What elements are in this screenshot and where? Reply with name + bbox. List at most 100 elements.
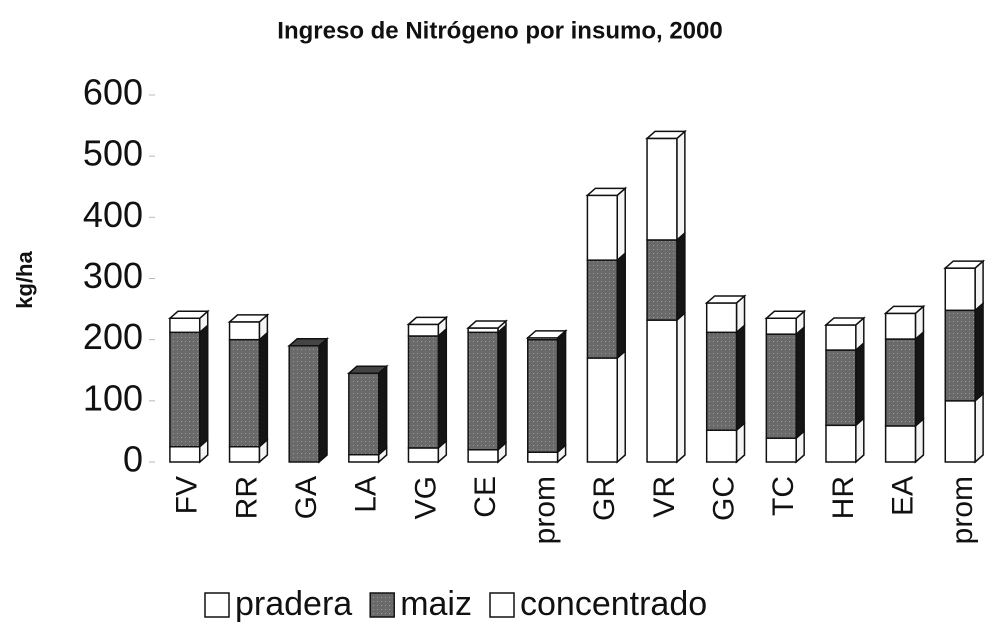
legend-label: pradera bbox=[235, 585, 352, 623]
bar-segment bbox=[705, 331, 738, 431]
bar-segment bbox=[228, 445, 261, 463]
legend-swatch bbox=[204, 592, 230, 618]
x-tick-label: VR bbox=[648, 476, 681, 518]
y-tick-label: 300 bbox=[83, 255, 143, 296]
bar-top bbox=[645, 130, 687, 140]
bar-side bbox=[855, 341, 865, 427]
bar-side bbox=[437, 327, 448, 450]
bar-segment bbox=[467, 449, 499, 463]
bar-segment bbox=[527, 451, 559, 463]
y-tick-label: 0 bbox=[123, 439, 143, 480]
bar-top bbox=[764, 310, 807, 320]
bar-segment bbox=[169, 331, 201, 448]
y-axis-label: kg/ha bbox=[12, 251, 37, 309]
bar-side bbox=[198, 323, 209, 449]
bar-segment bbox=[169, 445, 201, 463]
bar-segment bbox=[586, 357, 618, 463]
chart-title: Ingreso de Nitrógeno por insumo, 2000 bbox=[277, 17, 722, 44]
x-tick-label: GA bbox=[290, 476, 323, 519]
x-tick-label: EA bbox=[886, 476, 919, 516]
bar-segment bbox=[765, 317, 797, 335]
bar-side bbox=[616, 186, 626, 262]
bar-segment bbox=[467, 331, 499, 451]
x-tick-label: GR bbox=[588, 476, 621, 521]
bar-top bbox=[287, 338, 330, 347]
bar-top bbox=[167, 310, 210, 320]
bar-segment bbox=[825, 324, 857, 351]
bar-segment bbox=[944, 309, 976, 402]
y-tick-label: 200 bbox=[83, 316, 143, 357]
x-tick-label: GC bbox=[708, 476, 741, 521]
bar-segment bbox=[646, 137, 678, 241]
x-tick-label: FV bbox=[171, 476, 204, 514]
bar-segment bbox=[348, 453, 380, 463]
x-tick-label: VG bbox=[409, 476, 442, 519]
bar-segment bbox=[228, 321, 261, 341]
bar-side bbox=[258, 331, 269, 449]
bar-side bbox=[974, 301, 984, 403]
bar-segment bbox=[884, 338, 917, 427]
bar-segment bbox=[825, 424, 857, 463]
bar-top bbox=[704, 295, 747, 304]
legend-label: maiz bbox=[400, 585, 472, 623]
bar-segment bbox=[288, 345, 320, 463]
bar-side bbox=[974, 259, 984, 312]
bar-side bbox=[676, 311, 686, 464]
x-tick-label: RR bbox=[230, 476, 263, 519]
bar-side bbox=[497, 323, 507, 452]
bar-top bbox=[525, 330, 568, 339]
bar-segment bbox=[646, 239, 678, 321]
bar-side bbox=[377, 364, 388, 457]
bar-segment bbox=[825, 349, 857, 427]
bar-segment bbox=[348, 372, 380, 456]
bar-segment bbox=[884, 312, 917, 340]
x-tick-label: CE bbox=[469, 476, 502, 518]
bar-top bbox=[823, 317, 866, 326]
bar-top bbox=[883, 305, 926, 315]
bar-side bbox=[974, 392, 984, 464]
legend-label: concentrado bbox=[520, 585, 707, 623]
bar-segment bbox=[646, 319, 678, 463]
bar-segment bbox=[765, 437, 797, 463]
x-tick-label: HR bbox=[827, 476, 860, 519]
bar-segment bbox=[944, 267, 976, 312]
bar-segment bbox=[228, 338, 261, 448]
x-tick-label: prom bbox=[529, 476, 562, 544]
bar-segment bbox=[169, 317, 201, 334]
bar-segment bbox=[527, 338, 559, 453]
bar-segment bbox=[586, 259, 618, 359]
bar-segment bbox=[884, 425, 917, 463]
bar-segment bbox=[407, 335, 440, 449]
bar-side bbox=[616, 349, 626, 464]
bar-top bbox=[406, 316, 449, 326]
bar-side bbox=[914, 330, 925, 428]
y-tick-label: 600 bbox=[83, 72, 143, 113]
y-tick-label: 500 bbox=[83, 133, 143, 174]
bar-segment bbox=[944, 400, 976, 463]
x-tick-label: prom bbox=[946, 476, 979, 544]
bar-segment bbox=[407, 447, 440, 463]
bar-side bbox=[795, 325, 805, 440]
legend-swatch bbox=[489, 592, 515, 618]
bar-side bbox=[735, 323, 746, 432]
bar-side bbox=[616, 251, 626, 360]
bar-top bbox=[227, 314, 270, 323]
bar-top bbox=[585, 187, 628, 197]
bar-segment bbox=[705, 429, 738, 463]
y-tick-label: 100 bbox=[83, 377, 143, 418]
bar-top bbox=[346, 365, 389, 375]
legend-swatch bbox=[369, 592, 395, 618]
y-tick-label: 400 bbox=[83, 194, 143, 235]
bar-side bbox=[556, 331, 567, 454]
bar-side bbox=[676, 231, 686, 322]
bar-segment bbox=[407, 323, 440, 337]
bar-side bbox=[676, 129, 686, 242]
bar-top bbox=[943, 260, 986, 269]
bar-side bbox=[318, 337, 328, 464]
bar-segment bbox=[586, 194, 618, 261]
bar-segment bbox=[705, 302, 738, 334]
x-tick-label: TC bbox=[767, 476, 800, 516]
bar-segment bbox=[765, 333, 797, 439]
x-tick-label: LA bbox=[350, 476, 383, 513]
